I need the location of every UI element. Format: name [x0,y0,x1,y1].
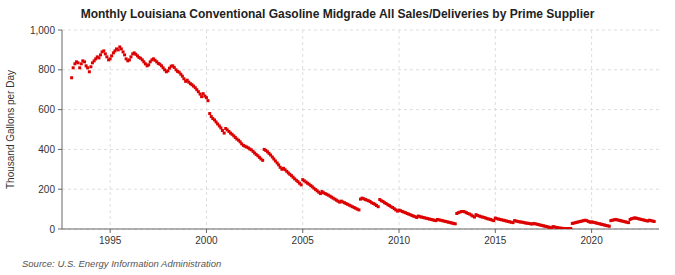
point [123,53,126,56]
x-grid-line [591,30,592,229]
y-tick-label: 200 [38,184,55,195]
point [72,66,75,69]
point [97,56,100,59]
grid [62,30,659,229]
x-grid-line [110,30,111,229]
y-grid-line [62,30,659,31]
point [120,47,123,50]
x-tick [302,229,303,233]
x-tick [495,229,496,233]
point [205,96,208,99]
point [76,61,79,64]
y-grid-line [62,149,659,150]
y-grid-line [62,109,659,110]
x-tick [206,229,207,233]
point [102,49,105,52]
point [569,227,572,229]
source-note: Source: U.S. Energy Information Administ… [22,258,221,269]
x-grid-line [302,30,303,229]
y-tick [58,69,62,70]
points [70,45,656,229]
x-grid-line [206,30,207,229]
x-tick-label: 2000 [195,235,218,246]
point [300,183,303,186]
point [221,129,224,132]
point [89,65,92,68]
point [208,112,211,115]
point [122,50,125,53]
chart: Monthly Louisiana Conventional Gasoline … [0,0,675,275]
point [223,132,226,135]
point [86,66,89,69]
point [78,66,81,69]
y-tick-label: 0 [49,224,55,235]
point [80,62,83,65]
y-axis-line [62,30,63,229]
point [128,58,131,61]
point [261,159,264,162]
y-tick [58,149,62,150]
point [182,77,185,80]
point [219,126,222,129]
x-tick-label: 2010 [388,235,411,246]
y-tick-label: 600 [38,104,55,115]
point [627,221,630,224]
point [181,75,184,78]
point [129,55,132,58]
x-grid-line [495,30,496,229]
x-tick-label: 2005 [292,235,315,246]
title: Monthly Louisiana Conventional Gasoline … [81,7,595,21]
point [357,208,360,211]
point [70,76,73,79]
point [206,99,209,102]
point [608,225,611,228]
point [99,53,102,56]
y-tick [58,30,62,31]
point [110,54,113,57]
x-tick-label: 2015 [484,235,507,246]
point [653,220,656,223]
point [88,70,91,73]
y-grid-line [62,189,659,190]
x-grid-line [399,30,400,229]
point [109,57,112,60]
x-tick-label: 1995 [99,235,122,246]
y-tick [58,189,62,190]
point [147,63,150,66]
x-tick [399,229,400,233]
x-tick [110,229,111,233]
y-tick-label: 800 [38,64,55,75]
point [200,95,203,98]
point [104,52,107,55]
point [166,69,169,72]
axes: 0 200 400 600 800 1,000 1995 2000 2005 2010 2015 20… [30,25,659,247]
point [377,205,380,208]
point [83,60,86,63]
point [454,222,457,225]
point [199,93,202,96]
y-grid-line [62,69,659,70]
x-tick-label: 2020 [580,235,603,246]
y-axis-label: Thousand Gallons per Day [5,70,16,189]
point [117,48,120,51]
point [492,219,495,222]
y-tick [58,229,62,230]
y-tick-label: 1,000 [30,25,55,36]
point [105,55,108,58]
y-tick [58,109,62,110]
x-tick [591,229,592,233]
y-tick-label: 400 [38,144,55,155]
